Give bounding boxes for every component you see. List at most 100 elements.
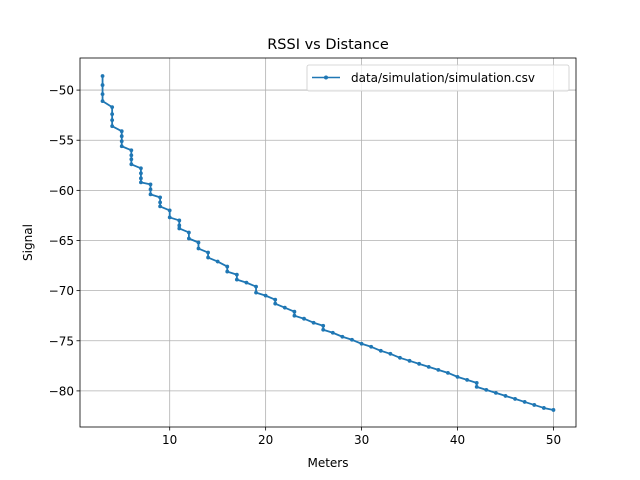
data-point [541,406,546,410]
data-point [139,180,143,185]
data-point [139,166,143,171]
data-point [148,192,153,197]
data-point [158,195,163,200]
data-point [110,105,115,110]
data-point [139,171,143,176]
data-point [311,320,316,325]
legend-entry-label: data/simulation/simulation.csv [351,71,535,85]
data-point [148,182,153,187]
data-point [244,280,249,285]
data-point [100,74,105,78]
data-point [196,240,201,245]
data-point [503,394,508,398]
data-point [330,330,335,335]
axis-ticks: 10 20 30 40 50 −80 −75 −70 −65 −60 −55 −50 [49,84,561,447]
data-point [474,380,479,385]
data-point [110,118,115,123]
data-point [455,374,460,379]
data-point [407,358,412,363]
data-point [119,129,124,134]
data-point [177,218,182,223]
data-point [158,200,163,205]
data-point [474,384,479,389]
data-point [465,377,470,382]
y-tick-label: −65 [49,234,74,248]
plot-area-frame [79,57,577,428]
data-point [158,204,163,209]
x-tick-label: 40 [450,433,465,447]
data-point [225,264,230,269]
x-tick-label: 50 [546,433,561,447]
data-point [321,327,326,332]
data-point [369,344,374,349]
data-point [167,208,172,213]
grid [80,58,576,427]
data-point [100,92,105,96]
data-point [302,316,306,321]
data-point [119,139,124,144]
data-point [446,370,450,375]
data-point [177,226,182,231]
x-tick-label: 20 [258,433,273,447]
y-tick-label: −80 [49,384,74,398]
data-point [359,341,364,346]
chart-title: RSSI vs Distance [267,37,389,53]
data-point [167,215,172,220]
data-point [436,367,441,372]
data-point [119,144,124,149]
data-point [388,351,393,356]
data-point [398,355,402,360]
y-tick-label: −50 [49,84,74,98]
data-point [292,309,297,314]
x-tick-label: 10 [162,433,177,447]
data-point [234,277,239,282]
data-point [321,323,326,328]
legend-box [306,64,570,92]
data-point [196,246,201,251]
data-point [254,290,258,295]
data-point [484,388,489,392]
data-point [100,99,105,104]
data-point [551,408,556,412]
data-point [417,361,422,366]
y-tick-label: −60 [49,184,74,198]
data-point [215,259,220,264]
data-point [532,403,537,407]
data-point [225,269,230,274]
data-point [129,157,134,162]
data-point [129,148,134,153]
y-tick-label: −70 [49,284,74,298]
legend-marker-swatch [324,75,328,80]
data-point [206,250,210,255]
data-point [186,230,191,235]
series-layer [100,74,556,412]
y-tick-label: −55 [49,134,74,148]
data-point [254,284,258,289]
data-point [139,176,143,181]
x-tick-label: 30 [354,433,369,447]
x-axis-label: Meters [307,456,348,470]
data-point [148,187,153,192]
data-point [378,348,383,353]
y-axis-label: Signal [21,224,35,261]
data-point [186,236,191,241]
data-point [350,337,354,342]
data-point [273,297,278,302]
y-tick-label: −75 [49,334,74,348]
data-point [340,334,345,339]
data-point [522,400,527,404]
data-point [493,391,498,395]
data-point [206,255,210,260]
data-point [110,124,115,129]
data-point [273,301,278,306]
data-point [129,153,134,158]
data-point [282,305,287,310]
data-point [100,83,105,87]
data-point [263,293,268,298]
data-point [129,162,134,167]
data-point [292,313,297,318]
legend: data/simulation/simulation.csv [306,64,570,92]
data-point [513,397,517,401]
data-point [234,272,239,277]
